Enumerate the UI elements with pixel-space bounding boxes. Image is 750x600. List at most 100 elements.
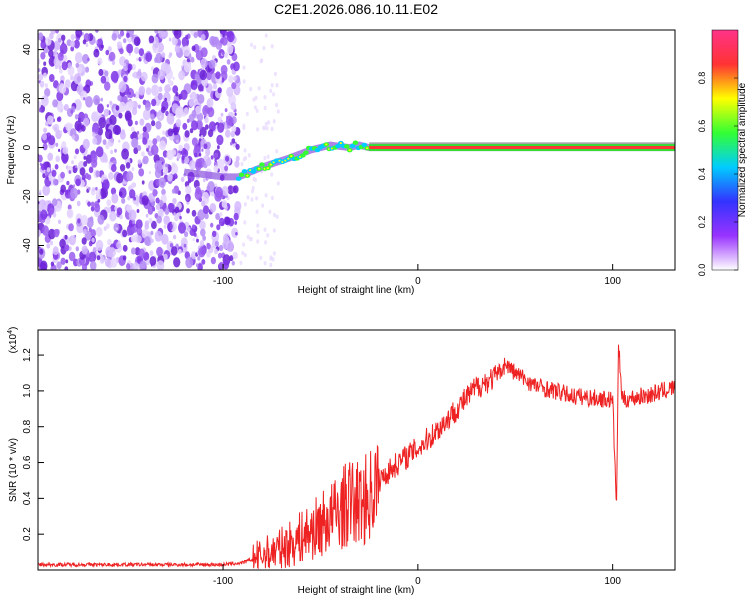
noise-blob bbox=[174, 214, 179, 222]
noise-blob bbox=[183, 61, 192, 73]
noise-blob bbox=[235, 232, 238, 236]
noise-blob bbox=[207, 129, 214, 138]
noise-blob bbox=[94, 203, 101, 213]
noise-blob bbox=[174, 45, 181, 53]
noise-blob bbox=[197, 209, 206, 221]
signal-blob bbox=[250, 169, 257, 174]
noise-blob bbox=[232, 230, 236, 235]
noise-blob bbox=[121, 148, 129, 160]
noise-blob-faint bbox=[270, 195, 274, 201]
noise-blob-faint bbox=[276, 109, 280, 114]
noise-blob-faint bbox=[272, 212, 276, 218]
snr-y-tick-label: 0.6 bbox=[22, 455, 33, 469]
noise-blob bbox=[161, 106, 166, 114]
noise-blob bbox=[122, 38, 127, 44]
noise-blob bbox=[213, 248, 218, 255]
noise-blob-faint bbox=[251, 189, 254, 194]
noise-blob bbox=[70, 128, 77, 138]
noise-blob bbox=[52, 99, 58, 108]
noise-blob bbox=[97, 214, 105, 225]
noise-blob-faint bbox=[275, 83, 279, 88]
noise-blob bbox=[68, 223, 74, 232]
noise-blob bbox=[195, 161, 202, 171]
noise-blob-faint bbox=[256, 127, 260, 132]
noise-blob bbox=[61, 61, 68, 71]
noise-blob bbox=[90, 201, 95, 207]
noise-blob bbox=[224, 216, 231, 226]
noise-blob bbox=[205, 148, 211, 156]
noise-blob bbox=[199, 126, 207, 138]
noise-blob bbox=[52, 198, 58, 207]
noise-blob-faint bbox=[265, 126, 269, 131]
noise-blob bbox=[197, 256, 201, 261]
noise-blob bbox=[40, 260, 48, 270]
noise-blob bbox=[118, 139, 121, 143]
noise-blob bbox=[107, 207, 112, 213]
noise-blob bbox=[74, 52, 83, 64]
noise-blob bbox=[130, 247, 136, 255]
noise-blob-faint bbox=[269, 262, 273, 268]
noise-blob bbox=[174, 206, 180, 214]
noise-blob bbox=[111, 164, 117, 173]
noise-blob bbox=[53, 228, 60, 238]
noise-blob bbox=[148, 35, 155, 44]
noise-blob bbox=[60, 184, 66, 193]
signal-blob bbox=[344, 144, 350, 149]
noise-blob bbox=[119, 214, 123, 220]
noise-blob bbox=[219, 212, 223, 217]
noise-blob bbox=[38, 32, 44, 41]
noise-blob bbox=[200, 47, 208, 58]
noise-blob-faint bbox=[253, 45, 257, 50]
noise-blob bbox=[68, 246, 72, 251]
noise-blob bbox=[180, 176, 185, 183]
noise-blob bbox=[134, 47, 140, 54]
noise-blob bbox=[224, 165, 229, 172]
noise-blob-faint bbox=[243, 202, 247, 207]
noise-blob bbox=[233, 212, 239, 221]
signal-core bbox=[287, 157, 290, 160]
noise-blob bbox=[109, 100, 113, 106]
noise-blob bbox=[231, 138, 236, 144]
noise-blob bbox=[222, 34, 225, 38]
noise-blob bbox=[88, 251, 97, 263]
noise-blob bbox=[67, 62, 72, 69]
noise-blob bbox=[117, 34, 122, 40]
noise-blob bbox=[225, 115, 234, 126]
noise-blob bbox=[71, 235, 77, 243]
noise-blob-faint bbox=[275, 102, 279, 108]
noise-blob bbox=[218, 252, 222, 259]
noise-blob bbox=[91, 237, 95, 243]
spectrogram-frame bbox=[37, 29, 676, 271]
noise-blob bbox=[75, 30, 83, 38]
noise-blob bbox=[129, 189, 136, 199]
noise-blob bbox=[85, 43, 89, 47]
noise-blob bbox=[201, 148, 204, 152]
noise-blob bbox=[204, 212, 209, 220]
noise-blob bbox=[88, 186, 91, 191]
signal-blob bbox=[241, 169, 248, 174]
noise-blob bbox=[91, 187, 96, 192]
noise-blob bbox=[151, 73, 159, 84]
noise-blob bbox=[152, 138, 158, 146]
noise-blob bbox=[140, 55, 144, 60]
noise-blob-faint bbox=[246, 234, 250, 240]
noise-blob bbox=[221, 52, 224, 56]
noise-blob bbox=[42, 143, 48, 151]
noise-blob bbox=[82, 39, 87, 45]
signal-core bbox=[269, 163, 272, 166]
noise-blob bbox=[75, 246, 80, 252]
noise-blob bbox=[95, 146, 104, 158]
noise-blob bbox=[166, 113, 175, 125]
signal-track bbox=[183, 140, 675, 181]
noise-blob-faint bbox=[255, 108, 259, 114]
noise-blob bbox=[164, 207, 170, 215]
noise-blob bbox=[109, 211, 117, 222]
noise-blob bbox=[156, 260, 165, 270]
noise-blob bbox=[142, 126, 147, 133]
noise-blob bbox=[121, 197, 126, 204]
noise-blob-faint bbox=[242, 79, 246, 84]
noise-blob bbox=[44, 88, 51, 97]
noise-blob bbox=[230, 141, 233, 146]
noise-blob bbox=[171, 188, 176, 194]
spectrogram-y-tick-label: 20 bbox=[22, 93, 33, 105]
